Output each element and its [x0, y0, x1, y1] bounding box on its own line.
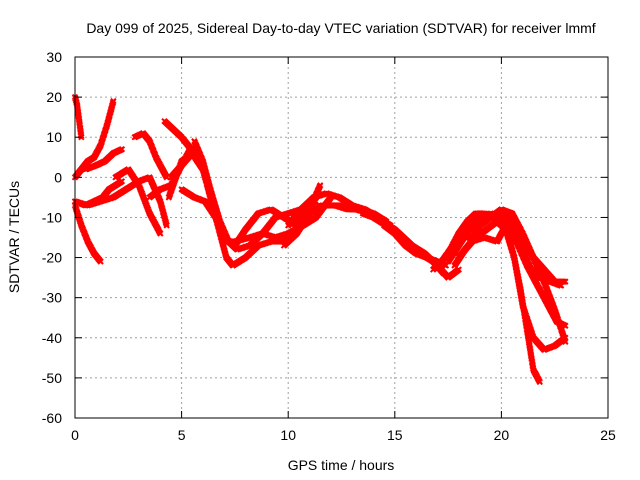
plot-frame	[74, 56, 609, 419]
series-track-2	[71, 202, 104, 265]
y-tick-label: 0	[54, 169, 62, 185]
y-axis-title: SDTVAR / TECUs	[6, 181, 22, 293]
series-layer	[71, 93, 569, 386]
series-track-17	[327, 202, 448, 277]
series-markers	[161, 117, 198, 157]
y-tick-label: 10	[46, 129, 62, 145]
series-track-10	[161, 117, 198, 157]
x-tick-label: 0	[71, 427, 79, 443]
grid-layer	[75, 57, 608, 418]
x-tick-label: 5	[178, 427, 186, 443]
series-markers	[131, 130, 170, 181]
series-markers	[71, 93, 85, 141]
y-tick-label: -40	[42, 330, 62, 346]
y-tick-label: -30	[42, 290, 62, 306]
series-markers	[71, 202, 104, 265]
x-tick-label: 10	[280, 427, 296, 443]
chart-title: Day 099 of 2025, Sidereal Day-to-day VTE…	[86, 20, 595, 36]
series-markers	[327, 202, 448, 277]
y-tick-label: -50	[42, 370, 62, 386]
y-tick-label: -20	[42, 250, 62, 266]
x-tick-label: 15	[387, 427, 403, 443]
x-tick-label: 25	[600, 427, 616, 443]
series-track-1	[71, 93, 85, 141]
series-track-26	[502, 214, 565, 289]
y-tick-label: -10	[42, 209, 62, 225]
tick-layer: 0 5 10 15 20 25 -60 -50 -40 -30 -20 -10 0 10 20 30	[42, 49, 616, 443]
series-track-5	[82, 146, 126, 173]
series-track-8	[112, 166, 164, 237]
x-axis-title: GPS time / hours	[288, 457, 395, 473]
series-track-7	[131, 130, 170, 181]
series-markers	[82, 146, 126, 173]
series-markers	[502, 214, 565, 289]
series-markers	[112, 166, 164, 237]
y-tick-label: 20	[46, 89, 62, 105]
y-tick-label: -60	[42, 410, 62, 426]
x-tick-label: 20	[494, 427, 510, 443]
y-tick-label: 30	[46, 49, 62, 65]
